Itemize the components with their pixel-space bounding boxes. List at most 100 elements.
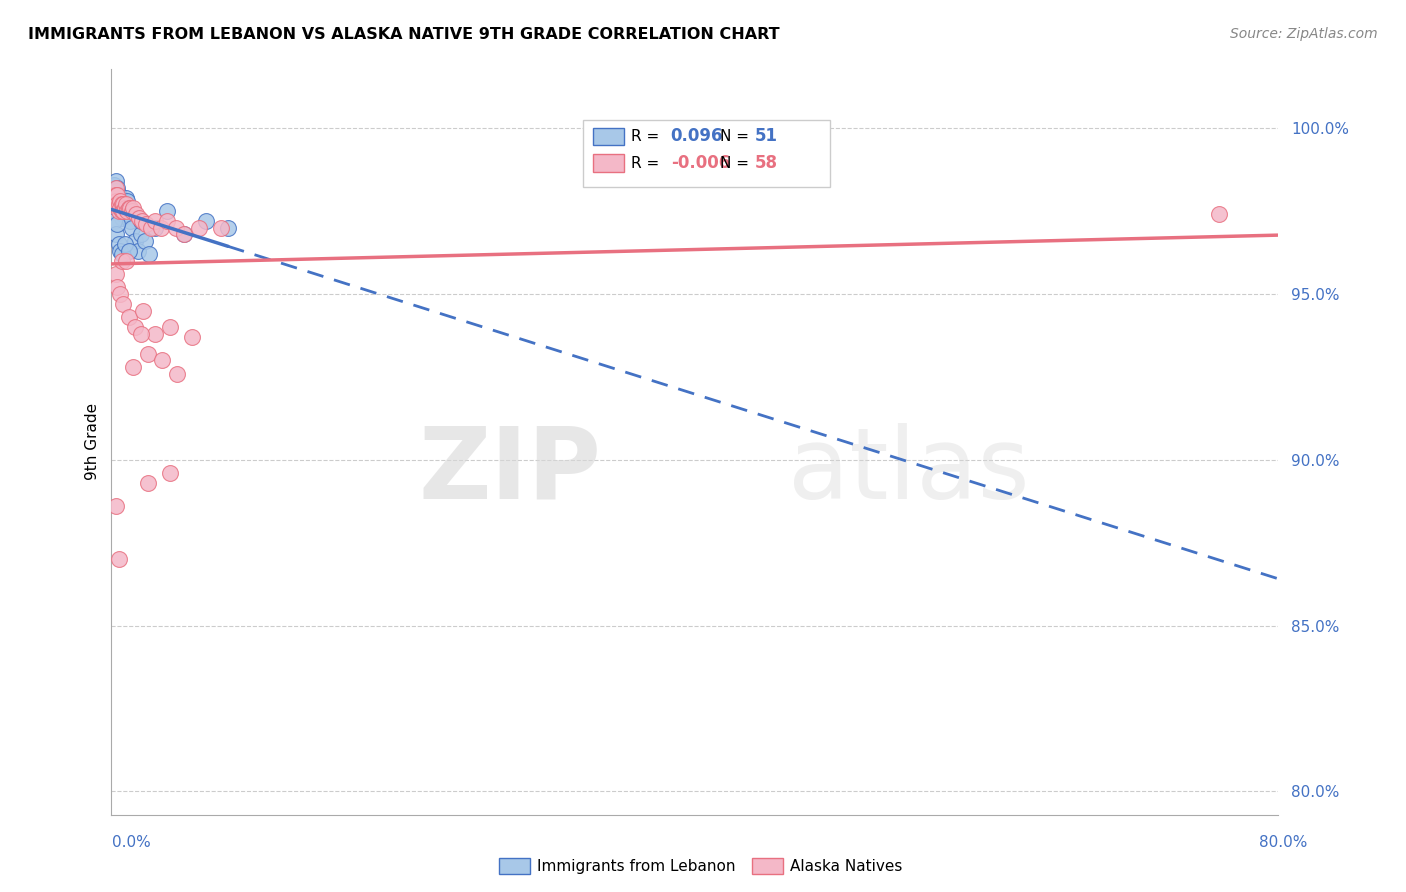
- Text: Alaska Natives: Alaska Natives: [790, 859, 903, 873]
- Point: [143, 214, 166, 228]
- Point: [108, 201, 131, 215]
- Point: [112, 197, 135, 211]
- Point: [149, 220, 172, 235]
- Point: [101, 181, 124, 195]
- Point: [103, 197, 125, 211]
- Text: 0.0%: 0.0%: [112, 836, 152, 850]
- Point: [110, 253, 132, 268]
- Point: [115, 253, 138, 268]
- Text: ZIP: ZIP: [419, 423, 602, 520]
- Point: [120, 214, 142, 228]
- Point: [104, 267, 127, 281]
- Text: Immigrants from Lebanon: Immigrants from Lebanon: [537, 859, 735, 873]
- Point: [104, 181, 127, 195]
- Point: [156, 214, 179, 228]
- Point: [104, 194, 127, 209]
- Point: [143, 220, 166, 235]
- Point: [135, 218, 157, 232]
- Point: [180, 330, 202, 344]
- Point: [124, 234, 146, 248]
- Text: IMMIGRANTS FROM LEBANON VS ALASKA NATIVE 9TH GRADE CORRELATION CHART: IMMIGRANTS FROM LEBANON VS ALASKA NATIVE…: [28, 27, 780, 42]
- Point: [173, 227, 195, 242]
- Point: [118, 201, 141, 215]
- Point: [118, 310, 141, 325]
- Point: [104, 499, 127, 513]
- Point: [129, 214, 152, 228]
- Point: [129, 326, 152, 341]
- Point: [103, 191, 125, 205]
- Point: [117, 194, 139, 209]
- Point: [127, 244, 149, 258]
- Point: [105, 280, 128, 294]
- Point: [112, 297, 135, 311]
- Point: [131, 214, 153, 228]
- Point: [143, 326, 166, 341]
- Point: [101, 187, 124, 202]
- Point: [108, 244, 131, 258]
- Text: 51: 51: [755, 128, 778, 145]
- Point: [187, 220, 209, 235]
- Point: [105, 187, 128, 202]
- Point: [122, 359, 145, 374]
- Point: [118, 244, 141, 258]
- Text: 0.096: 0.096: [671, 128, 723, 145]
- Point: [195, 214, 218, 228]
- Text: 58: 58: [755, 154, 778, 172]
- Point: [138, 247, 160, 261]
- Y-axis label: 9th Grade: 9th Grade: [86, 403, 100, 480]
- Point: [108, 194, 131, 209]
- Text: Source: ZipAtlas.com: Source: ZipAtlas.com: [1230, 27, 1378, 41]
- Point: [110, 204, 132, 219]
- Point: [156, 204, 179, 219]
- Point: [105, 187, 128, 202]
- Point: [120, 201, 142, 215]
- Point: [125, 207, 148, 221]
- Point: [107, 197, 129, 211]
- Point: [115, 191, 138, 205]
- Point: [104, 184, 127, 198]
- Text: R =: R =: [631, 156, 659, 170]
- Point: [118, 207, 141, 221]
- Point: [112, 204, 135, 219]
- Point: [108, 287, 131, 301]
- Point: [217, 220, 239, 235]
- Point: [1208, 207, 1230, 221]
- Point: [114, 201, 136, 215]
- Text: R =: R =: [631, 129, 659, 144]
- Point: [107, 201, 129, 215]
- Point: [105, 181, 128, 195]
- Point: [166, 367, 188, 381]
- Text: 80.0%: 80.0%: [1260, 836, 1308, 850]
- Point: [152, 353, 174, 368]
- Point: [115, 197, 138, 211]
- Point: [107, 237, 129, 252]
- Point: [122, 201, 145, 215]
- Point: [114, 201, 136, 215]
- Point: [110, 194, 132, 209]
- Point: [104, 191, 127, 205]
- Point: [101, 187, 124, 202]
- Point: [103, 191, 125, 205]
- Point: [107, 204, 129, 219]
- Point: [108, 201, 131, 215]
- Point: [129, 227, 152, 242]
- Text: N =: N =: [720, 156, 749, 170]
- Point: [105, 194, 128, 209]
- Point: [139, 220, 162, 235]
- Point: [107, 552, 129, 566]
- Point: [108, 191, 131, 205]
- Point: [103, 214, 125, 228]
- Point: [136, 346, 159, 360]
- Point: [110, 204, 132, 219]
- Point: [165, 220, 187, 235]
- Point: [159, 320, 181, 334]
- Point: [104, 194, 127, 209]
- Point: [101, 204, 124, 219]
- Point: [105, 197, 128, 211]
- Point: [112, 197, 135, 211]
- Point: [105, 201, 128, 215]
- Point: [121, 204, 143, 219]
- Point: [105, 218, 128, 232]
- Point: [110, 211, 132, 225]
- Point: [159, 466, 181, 480]
